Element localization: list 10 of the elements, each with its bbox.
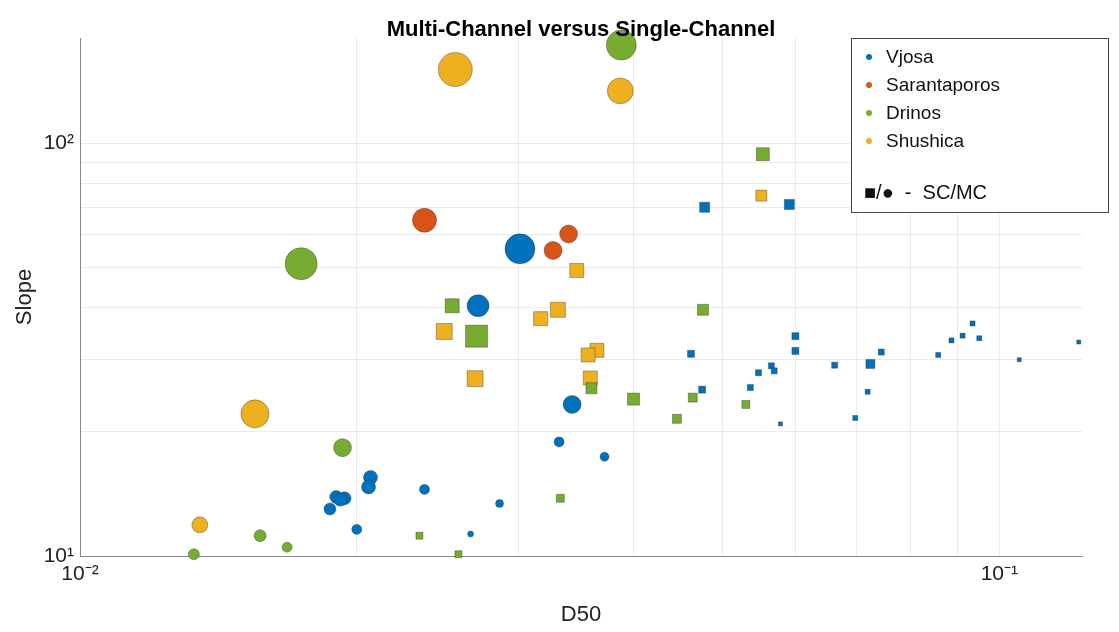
legend-label: Sarantaporos — [886, 74, 1001, 96]
y-axis-title: Slope — [11, 268, 37, 326]
legend-label: Vjosa — [886, 46, 934, 68]
y-tick-label: 10² — [43, 130, 74, 154]
chart-title: Multi-Channel versus Single-Channel — [386, 16, 776, 42]
legend-label: Drinos — [886, 102, 941, 124]
annotation: ■/● - SC/MC — [864, 181, 989, 204]
legend-label: Shushica — [886, 130, 965, 152]
x-tick-label: 10⁻¹ — [980, 561, 1019, 585]
x-axis-title: D50 — [560, 600, 602, 626]
